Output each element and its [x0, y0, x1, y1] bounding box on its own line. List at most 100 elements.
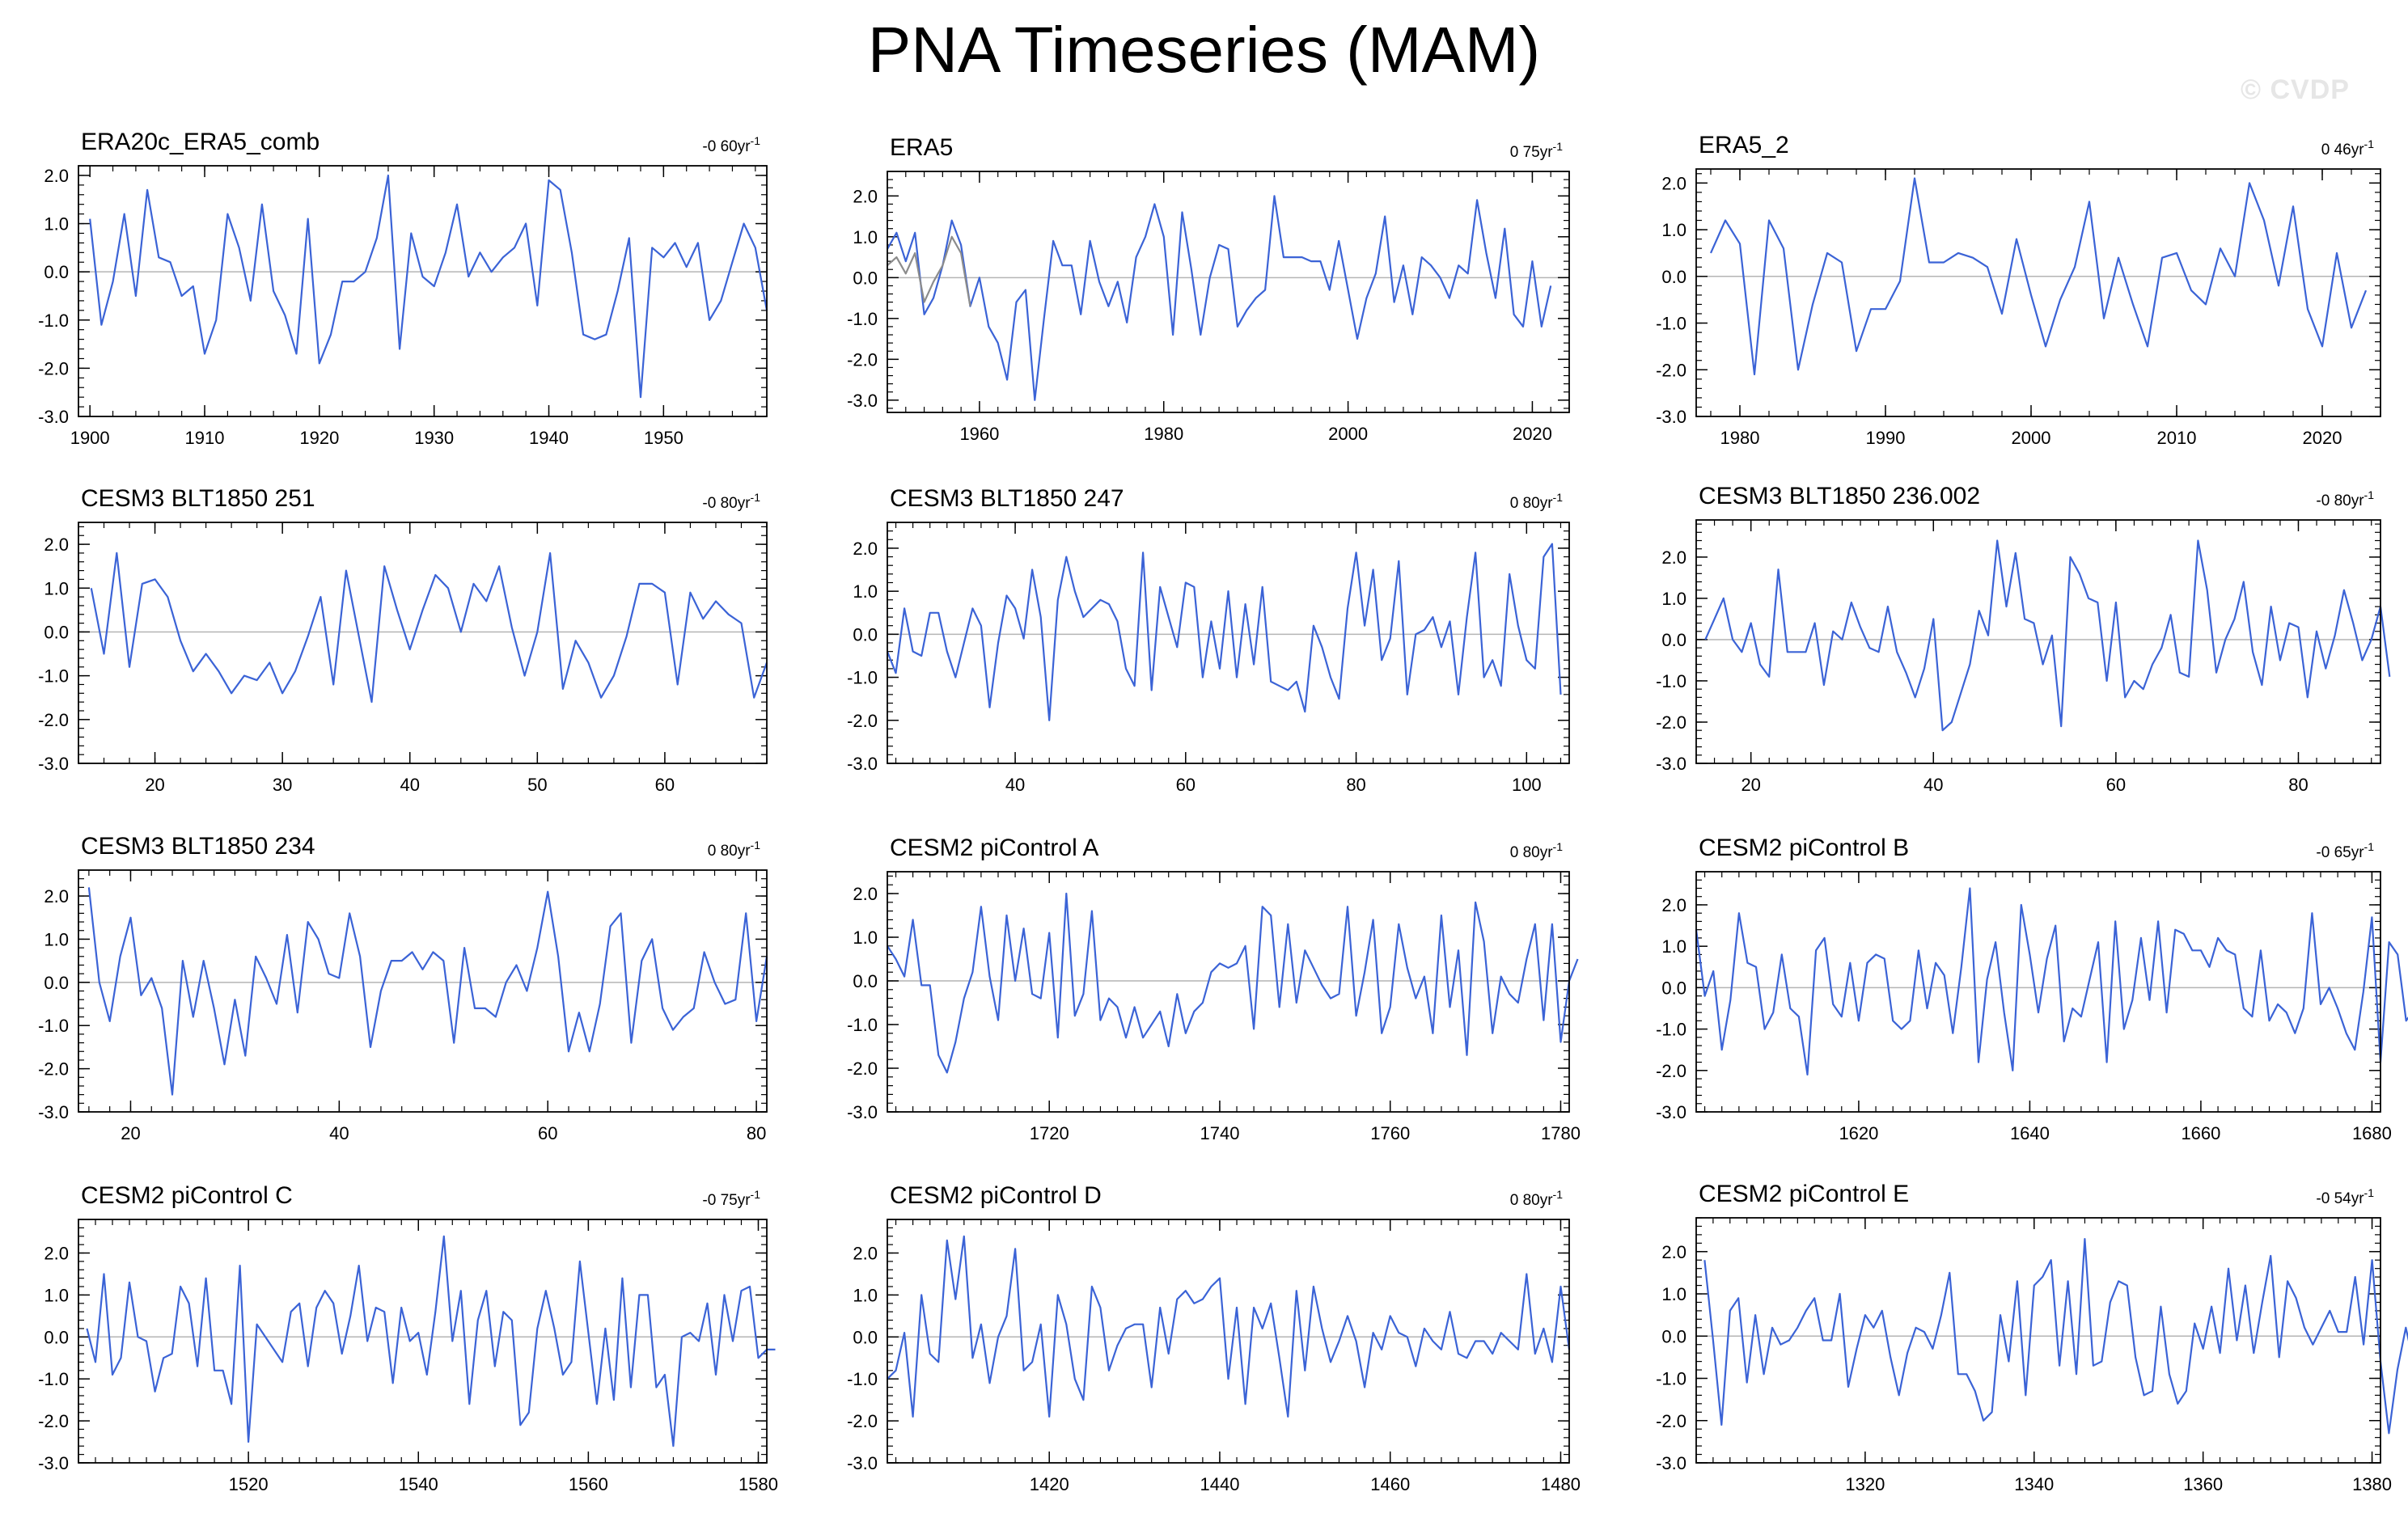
y-tick-label: -3.0	[38, 1453, 69, 1473]
y-tick-label: -1.0	[38, 666, 69, 687]
y-tick-label: 1.0	[853, 1285, 878, 1305]
y-tick-label: -1.0	[1656, 1369, 1686, 1389]
x-tick-label: 1420	[1030, 1474, 1069, 1494]
y-tick-label: -1.0	[847, 668, 878, 688]
y-tick-label: 2.0	[44, 886, 69, 906]
x-tick-label: 60	[538, 1123, 557, 1143]
x-tick-label: 20	[145, 775, 164, 795]
y-tick-label: -2.0	[1656, 1411, 1686, 1431]
y-tick-label: 1.0	[1661, 936, 1686, 957]
x-tick-label: 80	[1346, 775, 1365, 795]
y-tick-label: 2.0	[1661, 895, 1686, 915]
y-tick-label: 0.0	[853, 624, 878, 644]
panel-title: ERA20c_ERA5_comb	[81, 129, 320, 155]
series-line	[86, 1235, 776, 1447]
panel-trend: 0 80yr-1	[708, 839, 760, 860]
y-tick-label: 1.0	[1661, 1284, 1686, 1304]
y-tick-label: -3.0	[1656, 1453, 1686, 1473]
plot-frame	[1695, 168, 2381, 417]
x-tick-label: 1720	[1030, 1123, 1069, 1143]
y-tick-label: 0.0	[1661, 267, 1686, 287]
panel-trend: 0 80yr-1	[1510, 1188, 1563, 1209]
x-tick-label: 60	[1176, 775, 1196, 795]
x-tick-label: 1440	[1200, 1474, 1239, 1494]
y-tick-label: -3.0	[1656, 754, 1686, 774]
y-tick-label: 2.0	[1661, 547, 1686, 568]
y-tick-label: 0.0	[1661, 1326, 1686, 1346]
y-tick-label: -1.0	[847, 309, 878, 329]
y-tick-label: 0.0	[1661, 630, 1686, 650]
panel-title: ERA5	[890, 134, 953, 161]
x-tick-label: 1980	[1144, 424, 1183, 444]
panel-title: CESM2 piControl C	[81, 1182, 293, 1209]
panel-title: ERA5_2	[1699, 132, 1789, 158]
y-tick-label: -3.0	[847, 391, 878, 411]
y-tick-label: 2.0	[853, 884, 878, 904]
x-tick-label: 2020	[2303, 428, 2342, 448]
x-tick-label: 1460	[1370, 1474, 1410, 1494]
y-tick-label: -2.0	[1656, 1061, 1686, 1081]
panel-trend: -0 54yr-1	[2316, 1186, 2374, 1207]
main-title: PNA Timeseries (MAM)	[867, 14, 1541, 86]
y-tick-label: 1.0	[1661, 589, 1686, 609]
x-tick-label: 30	[273, 775, 292, 795]
x-tick-label: 1580	[738, 1474, 778, 1494]
y-tick-label: 0.0	[853, 268, 878, 288]
series-line	[1709, 177, 2368, 376]
y-tick-label: 2.0	[853, 1244, 878, 1264]
chart-panel: CESM2 piControl B -0 65yr-1 2.0 1.0 0.0 -1.0 -…	[1656, 835, 2408, 1143]
y-tick-label: 1.0	[853, 928, 878, 948]
y-tick-label: 1.0	[1661, 220, 1686, 240]
series-line	[1703, 1237, 2408, 1435]
chart-panel: ERA20c_ERA5_comb -0 60yr-1 2.0 1.0 0.0 -1.0 -2…	[38, 129, 768, 448]
y-tick-label: -1.0	[38, 311, 69, 331]
y-tick-label: -2.0	[1656, 712, 1686, 733]
y-tick-label: -1.0	[847, 1369, 878, 1389]
x-tick-label: 60	[2106, 775, 2126, 795]
x-tick-label: 1480	[1541, 1474, 1581, 1494]
x-tick-label: 1760	[1370, 1123, 1410, 1143]
y-tick-label: 0.0	[44, 622, 69, 642]
x-tick-label: 2000	[1328, 424, 1368, 444]
x-tick-label: 40	[400, 775, 419, 795]
x-tick-label: 1640	[2010, 1123, 2050, 1143]
y-tick-label: 2.0	[1661, 1242, 1686, 1262]
panel-title: CESM3 BLT1850 251	[81, 485, 315, 512]
panel-trend: 0 80yr-1	[1510, 840, 1563, 861]
x-tick-label: 2010	[2157, 428, 2197, 448]
y-tick-label: -1.0	[38, 1016, 69, 1036]
y-tick-label: -2.0	[1656, 360, 1686, 380]
x-tick-label: 40	[1923, 775, 1943, 795]
panel-title: CESM2 piControl D	[890, 1182, 1102, 1209]
y-tick-label: -2.0	[847, 349, 878, 370]
x-tick-label: 2020	[1513, 424, 1552, 444]
x-tick-label: 1380	[2352, 1474, 2392, 1494]
x-tick-label: 1740	[1200, 1123, 1239, 1143]
series-line	[89, 174, 768, 399]
y-tick-label: 2.0	[853, 539, 878, 559]
y-tick-label: 2.0	[44, 166, 69, 186]
x-tick-label: 50	[527, 775, 547, 795]
y-tick-label: 1.0	[44, 929, 69, 949]
series-line	[887, 1235, 1571, 1418]
x-tick-label: 1980	[1720, 428, 1760, 448]
y-tick-label: -1.0	[1656, 1020, 1686, 1040]
y-tick-label: -3.0	[847, 1102, 878, 1122]
x-tick-label: 1910	[185, 428, 225, 448]
panel-trend: -0 80yr-1	[702, 491, 760, 512]
chart-panel: CESM2 piControl E -0 54yr-1 2.0 1.0 0.0 -1.0 -…	[1656, 1181, 2408, 1494]
chart-panel: CESM2 piControl C -0 75yr-1 2.0 1.0 0.0 -1.0 -…	[38, 1182, 778, 1494]
x-tick-label: 1940	[529, 428, 569, 448]
y-tick-label: -2.0	[38, 1059, 69, 1080]
watermark: © CVDP	[2241, 74, 2350, 105]
series-line	[887, 892, 1579, 1074]
x-tick-label: 1680	[2352, 1123, 2392, 1143]
x-tick-label: 20	[1741, 775, 1760, 795]
panel-trend: -0 60yr-1	[702, 134, 760, 155]
panel-trend: -0 80yr-1	[2316, 488, 2374, 509]
x-tick-label: 1340	[2014, 1474, 2054, 1494]
panel-trend: 0 80yr-1	[1510, 491, 1563, 512]
y-tick-label: -2.0	[38, 710, 69, 730]
panel-trend: 0 46yr-1	[2321, 137, 2374, 158]
